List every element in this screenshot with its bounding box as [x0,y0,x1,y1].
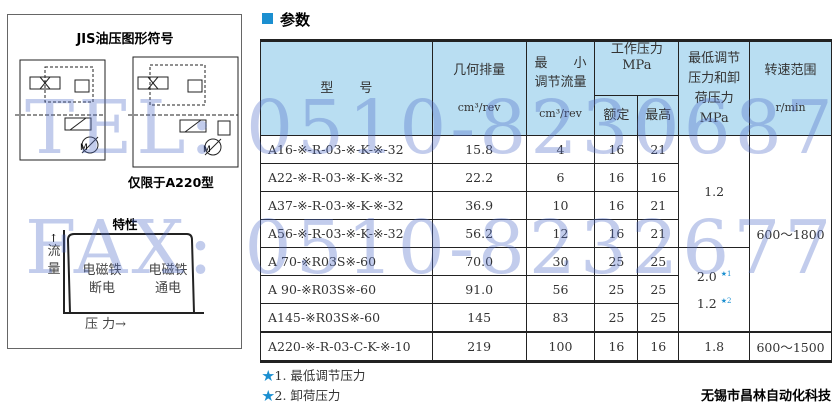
x-axis-label: 压 力→ [85,317,127,332]
header-min-flow-label: 最 小 调节流量 [534,56,587,90]
cell-model: A37-※-R-03-※-K-※-32 [260,191,433,220]
a220-note: 仅限于A220型 [128,175,214,190]
footnote-text: 1. 最低调节压力 [274,368,366,383]
cell-displacement: 145 [431,303,527,333]
table-row: A16-※-R-03-※-K-※-32 15.8 4 16 21 1.2 600～1800 [260,135,832,333]
svg-text:M: M [203,145,211,155]
cell-max: 25 [637,247,680,276]
cell-rated: 16 [594,135,639,164]
footnote-1: ★1. 最低调节压力 [262,365,365,384]
star-icon: ★ [262,368,275,383]
cell-min_flow: 56 [525,275,596,304]
cell-displacement: 70.0 [431,247,527,276]
star-icon: ★ [262,388,275,403]
cell-max: 21 [637,135,680,164]
header-working-pressure: 工作压力 MPa [594,39,680,96]
cell-rated: 16 [594,331,639,363]
cell-displacement: 219 [431,331,527,363]
cell-max: 21 [637,191,680,220]
cell-min_pressure: 1.8 [678,331,751,363]
cell-min_flow: 12 [525,219,596,248]
cell-speed-group: 600～1800 [749,135,832,333]
table-row: A22-※-R-03-※-K-※-32 22.2 6 16 16 [260,163,832,192]
cell-rated: 16 [594,219,639,248]
cell-displacement: 56.2 [431,219,527,248]
cell-model: A 90-※R03S※-60 [260,275,433,304]
cell-model: A22-※-R-03-※-K-※-32 [260,163,433,192]
table-row: A145-※R03S※-60 145 83 25 25 [260,303,832,333]
parameter-table: 型 号 几何排量 cm³/rev 最 小 调节流量 cm³/rev 工作压力 MPa… [260,39,832,363]
y-axis-label: 流 量 [47,244,61,277]
cell-speed: 600～1500 [749,331,832,363]
cell-min_flow: 10 [525,191,596,220]
cell-model: A220-※-R-03-C-K-※-10 [260,331,433,363]
unload-pressure-value: 1.2 ★2 [696,295,732,311]
header-rated: 额定 [594,95,639,136]
star-icon: ★1 [720,269,732,278]
cell-model: A145-※R03S※-60 [260,303,433,333]
symbol-title: JIS油压图形符号 [76,32,174,47]
watermark-tel: TEL: 0510-82306871 [25,85,837,171]
cell-max: 16 [637,331,680,363]
left-panel [7,14,242,349]
header-min-pressure: 最低调节 压力和卸 荷压力 MPa [678,39,751,136]
cell-rated: 16 [594,191,639,220]
min-pressure-value: 2.0 ★1 [696,268,732,284]
cell-max: 25 [637,275,680,304]
header-displacement-label: 几何排量 [453,62,506,78]
cell-rated: 25 [594,275,639,304]
cell-min-pressure-group2: 2.0 ★1 1.2 ★2 [678,247,751,333]
region-solenoid-off: 电磁铁 断电 [82,263,122,296]
header-speed-unit: r/min [775,100,806,114]
table-row: A 90-※R03S※-60 91.0 56 25 25 [260,275,832,304]
cell-min_flow: 83 [525,303,596,333]
cell-min-pressure-group1: 1.2 [678,135,751,248]
characteristic-title: 特性 [112,217,138,232]
header-max: 最高 [637,95,680,136]
header-min-flow-unit: cm³/rev [539,107,582,120]
cell-rated: 25 [594,247,639,276]
table-row: A37-※-R-03-※-K-※-32 36.9 10 16 21 [260,191,832,220]
cell-max: 25 [637,303,680,333]
header-model: 型 号 [260,39,433,136]
cell-rated: 25 [594,303,639,333]
section-title: 参数 [280,11,311,29]
cell-displacement: 36.9 [431,191,527,220]
cell-model: A56-※-R-03-※-K-※-32 [260,219,433,248]
cell-min_flow: 100 [525,331,596,363]
cell-max: 21 [637,219,680,248]
hydraulic-symbol-diagrams: M M [15,56,239,168]
region-solenoid-on: 电磁铁 通电 [148,263,188,296]
section-marker-icon [262,13,273,24]
table-row: A220-※-R-03-C-K-※-10 219 100 16 16 1.8 600～150… [260,331,832,363]
characteristic-chart [63,230,204,314]
header-speed: 转速范围 r/min [749,39,832,136]
table-row: A56-※-R-03-※-K-※-32 56.2 12 16 21 [260,219,832,248]
cell-max: 16 [637,163,680,192]
header-min-flow: 最 小 调节流量 cm³/rev [525,39,596,136]
header-speed-label: 转速范围 [764,62,817,78]
cell-displacement: 15.8 [431,135,527,164]
arrow-up-icon: ↑ [49,232,59,245]
star-icon: ★2 [720,296,732,305]
footnote-text: 2. 卸荷压力 [274,388,341,403]
company-name: 无锡市昌林自动化科技 [700,389,831,404]
watermark-fax: FAX: 0510-82326771 [25,205,837,291]
footnote-2: ★2. 卸荷压力 [262,385,340,404]
header-displacement: 几何排量 cm³/rev [431,39,527,136]
cell-rated: 16 [594,163,639,192]
header-displacement-unit: cm³/rev [457,100,501,114]
svg-text:M: M [80,143,88,153]
